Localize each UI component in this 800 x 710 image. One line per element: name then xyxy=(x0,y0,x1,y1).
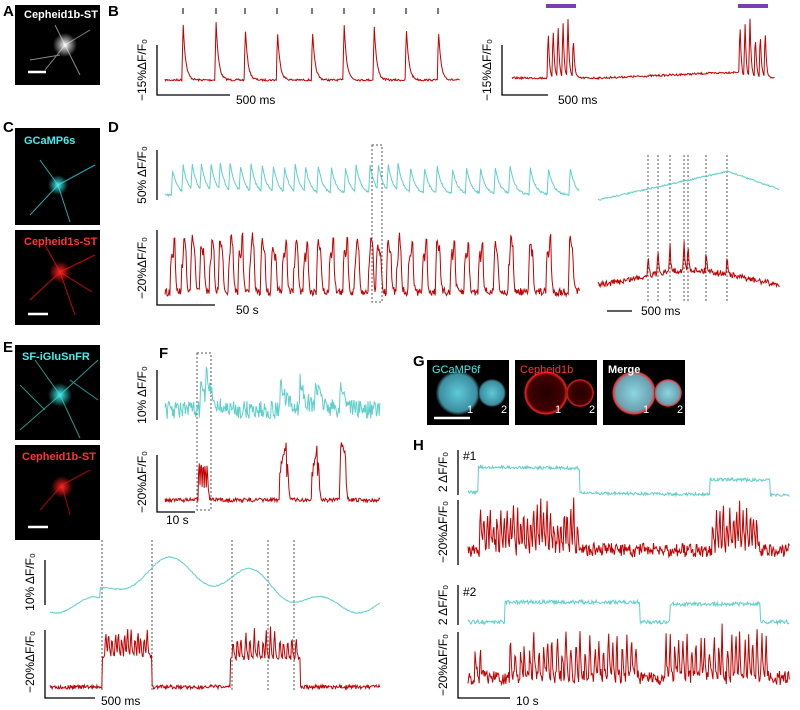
panel-letter: B xyxy=(108,3,119,20)
trace xyxy=(49,555,381,614)
panel-letter: F xyxy=(159,345,168,362)
image-label: GCaMP6f xyxy=(432,364,481,376)
trace xyxy=(164,442,381,504)
panel-letter: E xyxy=(3,339,13,356)
image-label: Cepheid1b-ST xyxy=(22,451,96,463)
trace xyxy=(164,366,381,420)
panel-letter: D xyxy=(108,119,119,136)
x-scale-label: 10 s xyxy=(166,513,189,527)
scale-bar xyxy=(501,45,548,96)
trace xyxy=(164,162,580,198)
panel-letter: G xyxy=(413,353,425,370)
y-scale-label: −15%ΔF/F₀ xyxy=(135,39,149,101)
y-scale-label: 2 ΔF/F₀ xyxy=(436,585,450,625)
trace xyxy=(597,170,780,201)
y-scale-label: −20%ΔF/F₀ xyxy=(436,634,450,696)
image-label: Cepheid1b xyxy=(520,364,573,376)
panel-letter: C xyxy=(3,119,14,136)
image-label: GCaMP6s xyxy=(24,135,75,147)
zoom-box xyxy=(196,352,212,511)
image-label: Cepheid1s-ST xyxy=(24,236,98,248)
y-scale-label: 50% ΔF/F₀ xyxy=(135,146,149,204)
trace xyxy=(467,497,790,559)
y-scale-label: −20%ΔF/F₀ xyxy=(23,631,37,693)
cell-label: 2 xyxy=(589,404,595,416)
trace xyxy=(467,464,790,498)
trace xyxy=(467,623,790,687)
y-scale-label: −20%ΔF/F₀ xyxy=(436,501,450,563)
image-label: SF-iGluSnFR xyxy=(22,351,90,363)
zoom-box xyxy=(371,144,383,303)
cell-label: 1 xyxy=(467,404,473,416)
scale-bar xyxy=(156,45,230,96)
y-scale-label: −15%ΔF/F₀ xyxy=(480,39,494,101)
cell-label: #1 xyxy=(463,449,477,463)
image-label: Merge xyxy=(608,364,640,376)
x-scale-label: 500 ms xyxy=(101,694,140,708)
panel-letter: A xyxy=(3,3,14,20)
x-scale-label: 10 s xyxy=(516,694,539,708)
stim-bar xyxy=(546,4,576,8)
stim-bar xyxy=(738,4,768,8)
micrograph xyxy=(15,5,100,85)
y-scale-label: 2 ΔF/F₀ xyxy=(436,452,450,492)
x-scale-label: 500 ms xyxy=(558,93,597,107)
micrograph xyxy=(15,345,100,540)
cell-label: 1 xyxy=(643,404,649,416)
micrograph xyxy=(15,128,100,325)
scale-bar xyxy=(156,455,195,513)
image-label: Cepheid1b-ST xyxy=(24,9,98,21)
x-scale-label: 500 ms xyxy=(641,304,680,318)
scale-bar xyxy=(156,230,215,306)
trace xyxy=(49,626,381,691)
y-scale-label: −20%ΔF/F₀ xyxy=(135,451,149,513)
y-scale-label: 10% ΔF/F₀ xyxy=(135,366,149,424)
y-scale-label: 10% ΔF/F₀ xyxy=(23,553,37,611)
cell-label: #2 xyxy=(463,585,477,599)
panel-letter: H xyxy=(413,437,424,454)
cell-label: 2 xyxy=(677,404,683,416)
micrograph xyxy=(427,360,685,425)
y-scale-label: −20%ΔF/F₀ xyxy=(135,237,149,299)
cell-label: 1 xyxy=(555,404,561,416)
trace xyxy=(164,22,460,83)
trace xyxy=(467,598,790,626)
scale-bar xyxy=(457,632,510,699)
trace xyxy=(597,241,780,289)
x-scale-label: 50 s xyxy=(236,303,259,317)
scale-bar xyxy=(44,630,95,699)
trace xyxy=(164,232,580,298)
cell-label: 2 xyxy=(501,404,507,416)
trace xyxy=(511,18,775,81)
x-scale-label: 500 ms xyxy=(236,93,275,107)
